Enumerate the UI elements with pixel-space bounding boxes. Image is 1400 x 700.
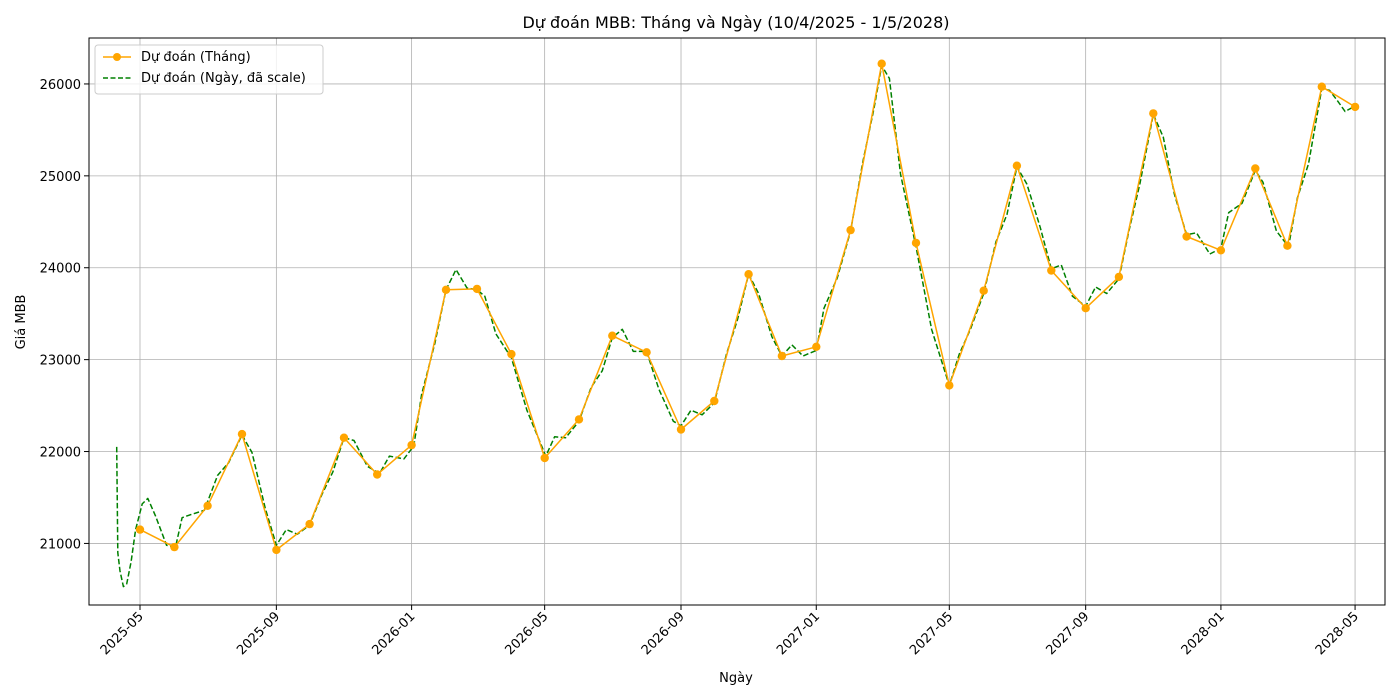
y-axis-label: Giá MBB xyxy=(14,295,29,350)
monthly-data-point xyxy=(339,433,349,442)
monthly-data-point xyxy=(911,238,921,248)
monthly-data-point xyxy=(1114,272,1124,282)
monthly-data-point xyxy=(979,286,988,295)
monthly-data-point xyxy=(710,396,719,406)
monthly-data-point xyxy=(877,59,886,68)
monthly-data-point xyxy=(373,470,382,479)
x-axis-label: Ngày xyxy=(719,671,753,686)
legend-label-monthly: Dự đoán (Tháng) xyxy=(141,50,251,65)
legend-marker-monthly xyxy=(113,53,121,61)
y-tick-label: 23000 xyxy=(40,354,81,369)
monthly-data-point xyxy=(203,501,212,510)
monthly-data-point xyxy=(1251,164,1260,173)
monthly-data-point xyxy=(1149,109,1158,118)
gridlines xyxy=(89,38,1385,605)
series-layer xyxy=(115,59,1360,588)
monthly-data-point xyxy=(1283,241,1292,250)
monthly-data-point xyxy=(441,285,451,294)
monthly-data-point xyxy=(1317,82,1327,91)
monthly-data-point xyxy=(1216,246,1226,255)
y-tick-label: 26000 xyxy=(40,78,81,93)
monthly-data-point xyxy=(407,440,416,450)
monthly-data-point xyxy=(812,342,821,351)
monthly-data-point xyxy=(1081,304,1090,313)
monthly-data-point xyxy=(777,351,787,361)
monthly-data-point xyxy=(305,519,314,529)
monthly-data-point xyxy=(1350,102,1360,112)
plot-frame xyxy=(88,37,1386,606)
monthly-data-point xyxy=(472,284,482,294)
chart-title: Dự đoán MBB: Tháng và Ngày (10/4/2025 - … xyxy=(522,13,949,32)
legend: Dự đoán (Tháng) Dự đoán (Ngày, đã scale) xyxy=(94,44,324,95)
monthly-data-point xyxy=(846,225,855,235)
monthly-data-point xyxy=(574,415,584,424)
legend-box xyxy=(94,44,324,95)
monthly-data-point xyxy=(237,429,247,439)
y-tick-label: 22000 xyxy=(40,446,81,461)
y-axis: 21000 22000 23000 24000 25000 26000 xyxy=(40,78,89,552)
monthly-data-point xyxy=(642,348,651,357)
monthly-data-point xyxy=(945,381,954,390)
y-tick-label: 21000 xyxy=(40,537,81,552)
y-tick-label: 25000 xyxy=(40,170,81,185)
y-tick-label: 24000 xyxy=(40,262,81,277)
monthly-data-point xyxy=(540,453,549,463)
monthly-data-point xyxy=(608,331,617,340)
monthly-data-point xyxy=(676,425,686,434)
monthly-data-point xyxy=(744,270,753,279)
monthly-data-point xyxy=(1182,232,1191,241)
monthly-data-point xyxy=(1047,266,1056,275)
monthly-data-point xyxy=(1012,161,1022,170)
monthly-data-point xyxy=(272,545,281,555)
monthly-data-point xyxy=(170,542,179,552)
monthly-data-point xyxy=(507,349,516,359)
legend-label-daily: Dự đoán (Ngày, đã scale) xyxy=(141,71,306,86)
monthly-data-point xyxy=(135,525,145,534)
